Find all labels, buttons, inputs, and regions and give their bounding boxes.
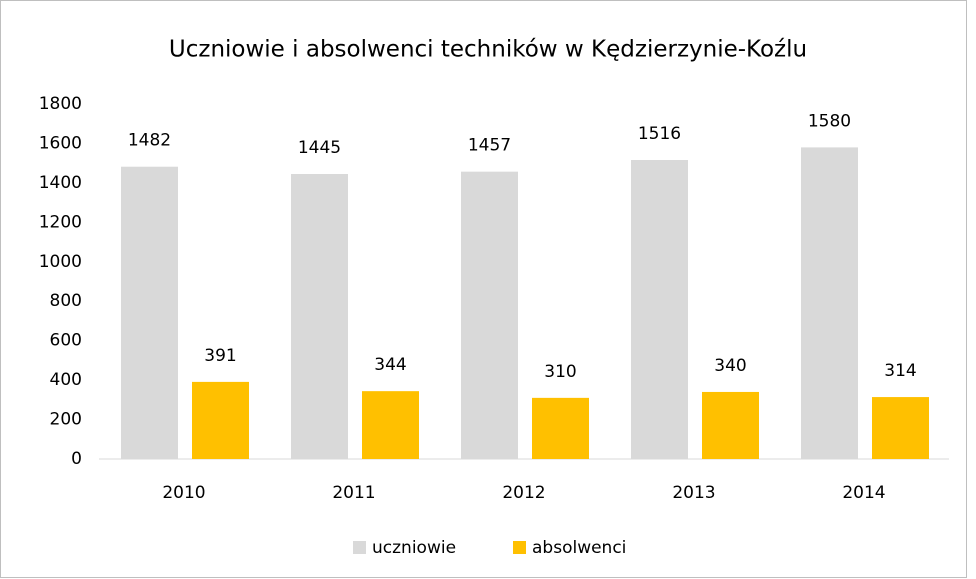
bar [291, 174, 348, 459]
data-label: 1482 [128, 131, 171, 151]
legend-label: uczniowie [372, 538, 456, 558]
data-label: 310 [544, 362, 576, 382]
x-tick-label: 2013 [672, 483, 715, 503]
bar [801, 147, 858, 459]
y-tick-label: 400 [50, 370, 82, 390]
legend-swatch [353, 541, 366, 554]
y-tick-label: 1200 [39, 212, 82, 232]
x-tick-label: 2011 [332, 483, 375, 503]
y-tick-label: 800 [50, 291, 82, 311]
data-label: 344 [374, 355, 406, 375]
bar [461, 171, 518, 459]
data-label: 1516 [638, 124, 681, 144]
y-tick-label: 1000 [39, 252, 82, 272]
legend-swatch [513, 541, 526, 554]
bar [631, 160, 688, 459]
x-tick-label: 2010 [162, 483, 205, 503]
y-tick-label: 1400 [39, 173, 82, 193]
bar [872, 397, 929, 459]
y-tick-label: 1600 [39, 133, 82, 153]
x-tick-label: 2012 [502, 483, 545, 503]
x-tick-label: 2014 [842, 483, 885, 503]
data-label: 1445 [298, 138, 341, 158]
data-label: 340 [714, 356, 746, 376]
bar [192, 381, 249, 459]
y-tick-label: 0 [71, 449, 82, 469]
y-tick-label: 600 [50, 331, 82, 351]
data-label: 391 [204, 346, 236, 366]
y-tick-label: 200 [50, 410, 82, 430]
data-label: 1457 [468, 136, 511, 156]
bar [532, 397, 589, 459]
y-tick-label: 1800 [39, 94, 82, 114]
bar [702, 391, 759, 459]
chart-title: Uczniowie i absolwenci techników w Kędzi… [169, 37, 807, 63]
legend-label: absolwenci [532, 538, 626, 558]
data-label: 314 [884, 361, 916, 381]
bar [121, 166, 178, 459]
bar [362, 391, 419, 459]
data-label: 1580 [808, 111, 851, 131]
